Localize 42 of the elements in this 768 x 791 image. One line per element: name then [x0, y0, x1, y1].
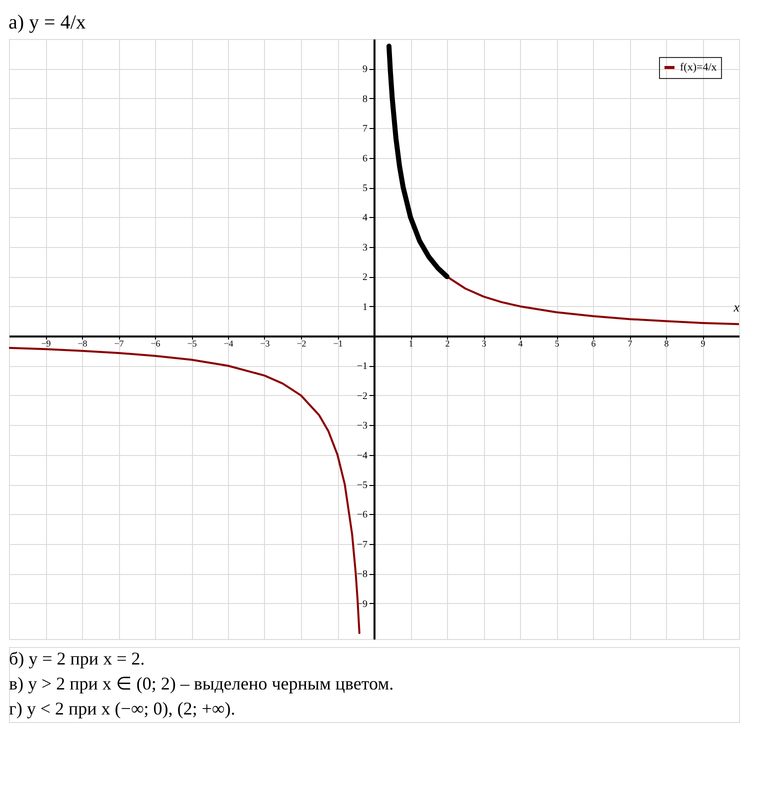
legend-label: f(x)=4/x	[680, 62, 718, 74]
x-tick-label: 6	[591, 338, 596, 349]
y-tick-label: −7	[356, 539, 368, 550]
chart-title: а) y = 4/x	[8, 12, 86, 34]
y-tick-label: 9	[362, 64, 368, 76]
y-tick-label: −9	[356, 598, 368, 610]
y-tick-label: 2	[362, 272, 368, 284]
x-axis-title: x	[732, 300, 740, 315]
x-tick-label: −4	[224, 338, 234, 349]
y-tick-label: 7	[362, 124, 368, 135]
x-tick-label: −6	[150, 338, 161, 349]
y-tick-label: 5	[362, 183, 368, 194]
y-tick-label: 8	[362, 94, 368, 105]
y-tick-label: 1	[362, 302, 368, 313]
x-tick-label: −7	[114, 338, 124, 349]
x-tick-label: −9	[41, 338, 52, 349]
y-tick-label: −8	[356, 569, 368, 580]
text: б) y = 2 при x = 2.	[9, 648, 145, 668]
x-tick-label: −2	[296, 338, 306, 349]
x-tick-label: −3	[260, 338, 270, 349]
x-tick-label: 8	[664, 338, 670, 349]
x-tick-label: 2	[445, 338, 450, 349]
y-tick-label: −5	[356, 480, 368, 492]
text: г) y < 2 при x (−∞; 0), (2; +∞).	[9, 698, 236, 718]
y-tick-label: −6	[356, 510, 368, 521]
y-tick-label: −3	[356, 420, 368, 432]
y-tick-label: −2	[356, 390, 368, 402]
x-tick-label: 3	[482, 338, 487, 349]
y-tick-label: −1	[356, 361, 368, 372]
x-tick-label: 1	[408, 338, 414, 349]
x-tick-label: −5	[187, 338, 198, 349]
x-tick-label: 7	[628, 338, 633, 349]
x-tick-label: −1	[333, 338, 343, 349]
y-tick-label: 6	[362, 153, 368, 164]
x-tick-label: 4	[518, 338, 524, 349]
y-tick-label: 4	[362, 212, 368, 224]
y-tick-label: 3	[362, 242, 368, 254]
y-tick-label: −4	[356, 450, 368, 462]
x-tick-label: −8	[78, 338, 88, 349]
text: в) y > 2 при x ∈ (0; 2) – выделено черным цветом.	[9, 674, 394, 694]
x-tick-label: 5	[554, 338, 560, 349]
x-tick-label: 9	[700, 338, 706, 349]
